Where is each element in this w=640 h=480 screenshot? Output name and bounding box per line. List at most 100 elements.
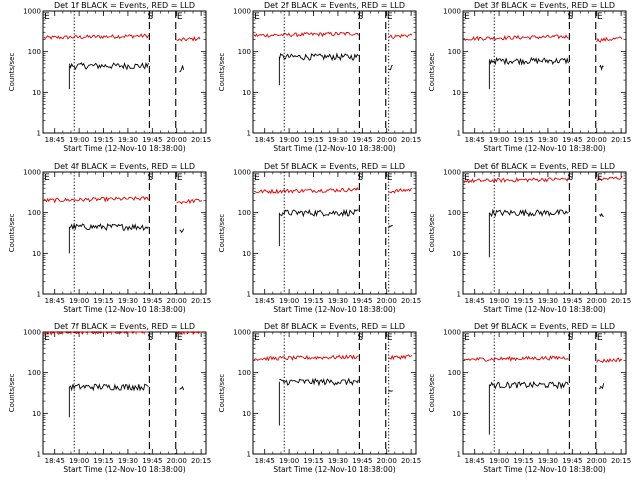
x-tick-label: 20:00 <box>587 297 607 305</box>
x-tick-label: 20:15 <box>401 297 421 305</box>
series-line-lld <box>463 355 569 363</box>
series-line-events <box>599 64 604 71</box>
plot-frame <box>42 171 207 295</box>
x-tick-label: 19:45 <box>352 297 372 305</box>
x-tick-label: 19:15 <box>93 136 113 144</box>
series-line-lld <box>176 35 201 42</box>
x-tick-label: 19:15 <box>513 136 533 144</box>
y-tick-label: 1000 <box>23 329 41 337</box>
series-line-lld <box>388 354 413 361</box>
y-tick-label: 1 <box>457 291 461 299</box>
y-axis-label: Counts/sec <box>428 374 436 413</box>
series-line-events <box>599 212 604 218</box>
x-tick-label: 20:15 <box>191 457 211 465</box>
y-tick-label: 1 <box>247 291 251 299</box>
x-tick-label: 20:00 <box>587 136 607 144</box>
series-line-lld <box>463 176 569 184</box>
series-line-lld <box>388 187 413 194</box>
panel-title: Det 8f BLACK = Events, RED = LLD <box>264 322 405 331</box>
y-tick-label: 100 <box>28 209 41 217</box>
x-tick-label: 18:45 <box>465 297 485 305</box>
end-marker-left: E <box>254 333 260 343</box>
y-tick-label: 1000 <box>233 169 251 177</box>
x-tick-label: 19:00 <box>69 457 89 465</box>
start-marker: S <box>568 333 574 343</box>
plot-frame <box>252 10 417 134</box>
end-marker: E <box>177 173 183 183</box>
end-marker: E <box>387 12 393 22</box>
x-tick-label: 18:45 <box>255 457 275 465</box>
plot-frame <box>42 10 207 134</box>
series-line-lld <box>596 175 623 182</box>
panel-6: Det 6f BLACK = Events, RED = LLD 1 10 100 10… <box>428 162 631 314</box>
y-tick-label: 10 <box>32 410 41 418</box>
panel-title: Det 6f BLACK = Events, RED = LLD <box>474 162 615 171</box>
x-tick-label: 19:30 <box>538 457 558 465</box>
y-axis-label: Counts/sec <box>8 53 16 92</box>
series-line-events <box>278 52 359 62</box>
end-marker-left: E <box>254 173 260 183</box>
series-line-events <box>489 380 569 390</box>
x-tick-label: 20:00 <box>377 136 397 144</box>
y-tick-label: 100 <box>448 209 461 217</box>
panel-title: Det 9f BLACK = Events, RED = LLD <box>474 322 615 331</box>
y-axis-label: Counts/sec <box>8 374 16 413</box>
x-tick-label: 20:15 <box>401 457 421 465</box>
start-marker: S <box>358 12 364 22</box>
plot-frame <box>462 331 627 455</box>
x-tick-label: 18:45 <box>465 457 485 465</box>
y-tick-label: 10 <box>242 410 251 418</box>
end-marker: E <box>597 333 603 343</box>
series-line-lld <box>596 357 623 364</box>
end-marker: E <box>177 333 183 343</box>
x-axis-label: Start Time (12-Nov-10 18:38:00) <box>273 144 395 153</box>
start-marker: S <box>148 333 154 343</box>
x-tick-label: 18:45 <box>45 297 65 305</box>
y-tick-label: 100 <box>238 209 251 217</box>
x-tick-label: 19:00 <box>489 136 509 144</box>
series-line-lld <box>43 33 149 40</box>
plot-frame <box>252 171 417 295</box>
x-tick-label: 20:00 <box>167 136 187 144</box>
y-tick-label: 100 <box>28 369 41 377</box>
panel-5: Det 5f BLACK = Events, RED = LLD 1 10 100 10… <box>218 162 421 314</box>
x-tick-label: 19:00 <box>489 297 509 305</box>
panel-9: Det 9f BLACK = Events, RED = LLD 1 10 100 10… <box>428 322 631 474</box>
plot-frame <box>42 331 207 455</box>
x-axis-label: Start Time (12-Nov-10 18:38:00) <box>63 305 185 314</box>
x-tick-label: 19:30 <box>118 136 138 144</box>
series-line-lld <box>463 34 569 42</box>
panel-2: Det 2f BLACK = Events, RED = LLD 1 10 100 10… <box>218 1 421 153</box>
series-line-lld <box>253 354 359 362</box>
x-tick-label: 20:15 <box>611 297 631 305</box>
y-tick-label: 100 <box>238 48 251 56</box>
y-tick-label: 1000 <box>23 8 41 16</box>
y-tick-label: 100 <box>448 48 461 56</box>
plot-frame <box>462 171 627 295</box>
x-axis-label: Start Time (12-Nov-10 18:38:00) <box>63 465 185 474</box>
y-axis-label: Counts/sec <box>218 53 226 92</box>
plot-frame <box>462 10 627 134</box>
x-tick-label: 19:30 <box>328 136 348 144</box>
y-tick-label: 1000 <box>443 329 461 337</box>
end-marker-left: E <box>44 12 50 22</box>
x-axis-label: Start Time (12-Nov-10 18:38:00) <box>63 144 185 153</box>
x-tick-label: 19:15 <box>93 457 113 465</box>
end-marker: E <box>597 12 603 22</box>
x-tick-label: 20:15 <box>191 297 211 305</box>
x-tick-label: 20:00 <box>377 297 397 305</box>
end-marker: E <box>387 333 393 343</box>
x-axis-label: Start Time (12-Nov-10 18:38:00) <box>483 465 605 474</box>
start-marker: S <box>358 333 364 343</box>
y-tick-label: 10 <box>242 89 251 97</box>
x-tick-label: 19:00 <box>489 457 509 465</box>
y-axis-label: Counts/sec <box>428 53 436 92</box>
series-line-events <box>488 56 569 66</box>
x-tick-label: 19:00 <box>69 297 89 305</box>
series-line-lld <box>253 31 359 38</box>
x-axis-label: Start Time (12-Nov-10 18:38:00) <box>273 305 395 314</box>
x-axis-label: Start Time (12-Nov-10 18:38:00) <box>483 305 605 314</box>
x-tick-label: 20:15 <box>611 457 631 465</box>
y-tick-label: 1 <box>247 130 251 138</box>
